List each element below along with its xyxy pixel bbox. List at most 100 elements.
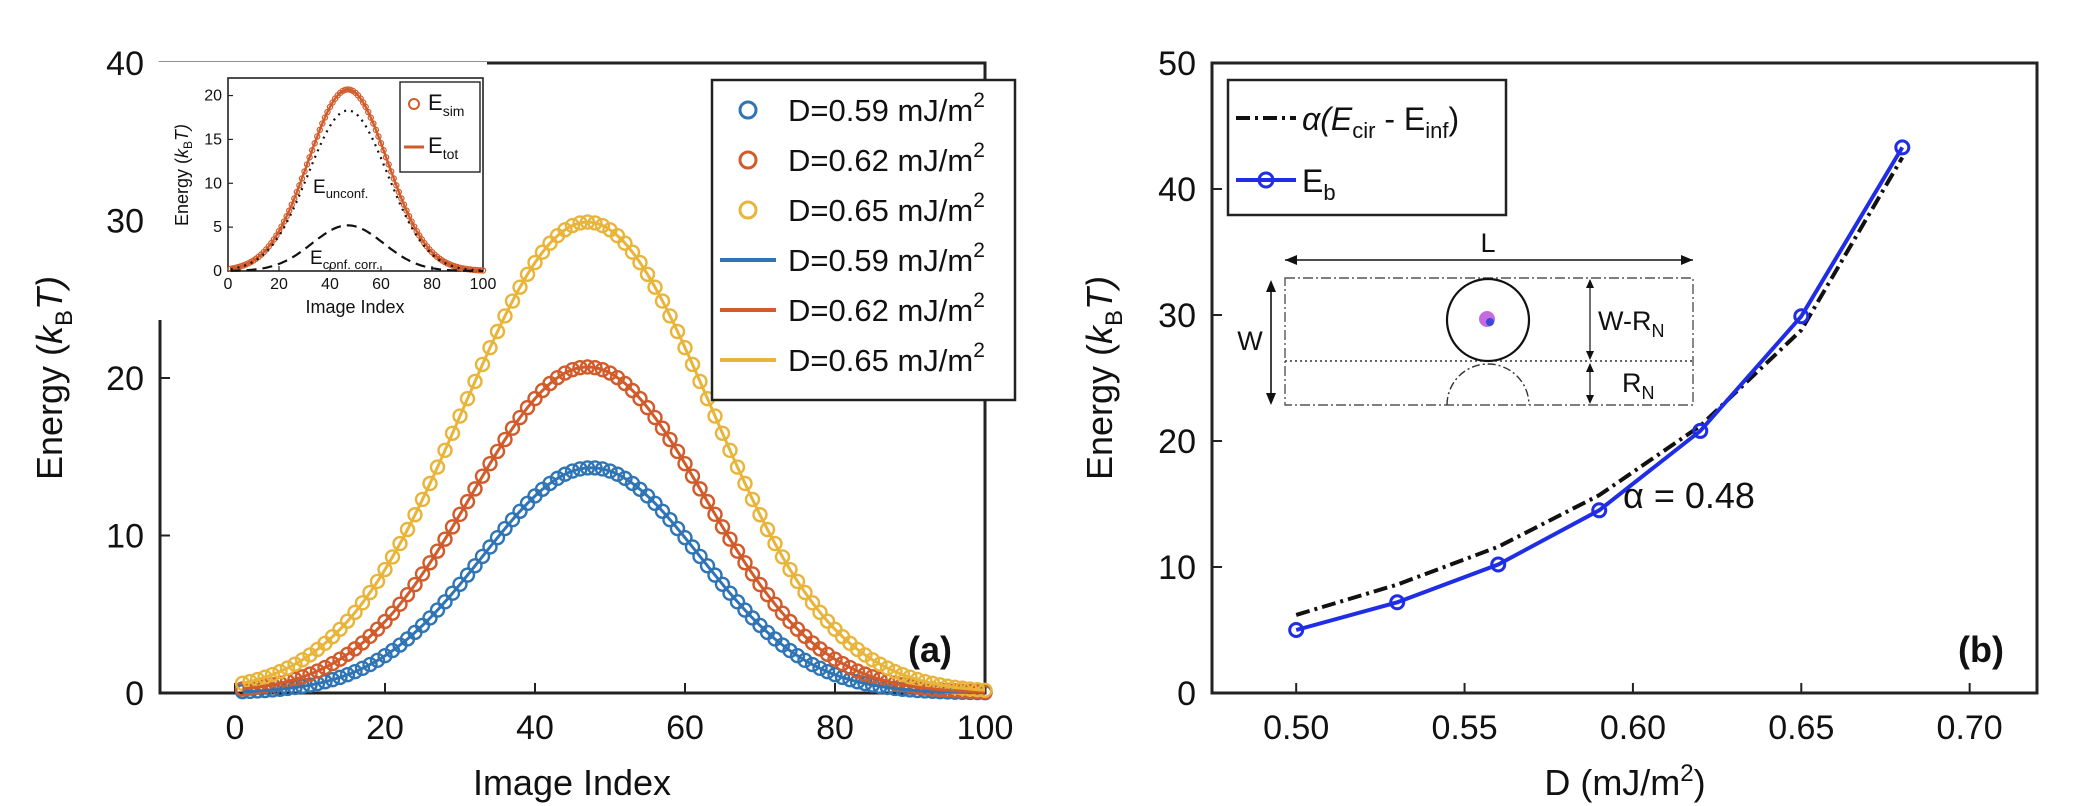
panel-a-legend-items: D=0.59 mJ/m2 D=0.62 mJ/m2 D=0.65 mJ/m2 D=0.…	[720, 89, 985, 378]
inset-ticks: 0 20 40 60 80 100 0 5 10 15 20	[204, 88, 496, 293]
panel-a-point	[377, 613, 393, 630]
diagram-label-L: L	[1480, 228, 1495, 258]
panel-a-point	[707, 567, 723, 583]
panel-a-point	[257, 669, 273, 685]
panel-a-point	[482, 340, 498, 356]
panel-a-point	[347, 664, 363, 680]
inset-series-line	[230, 224, 483, 273]
panel-a-point	[339, 613, 356, 629]
panel-a-point	[804, 595, 821, 611]
panel-a-point	[519, 266, 536, 282]
panel-a-point	[752, 507, 768, 523]
panel-a-point	[722, 585, 738, 601]
panel-a-legend-label: D=0.65 mJ/m2	[788, 339, 985, 378]
panel-a-point	[369, 652, 386, 669]
panel-a-point	[287, 656, 303, 672]
panel-a-legend-marker	[738, 100, 758, 120]
inset-legend: Esim Etot	[399, 81, 481, 173]
panel-a-point	[654, 420, 671, 436]
panel-a-point	[324, 655, 341, 672]
panel-a-point	[504, 512, 521, 528]
inset-xtick-label: 80	[423, 276, 441, 293]
panel-a-legend-label: D=0.59 mJ/m2	[788, 89, 985, 128]
panel-b-legend-marker-eb-circle	[1257, 171, 1275, 189]
panel-a-series-markers	[234, 359, 993, 700]
panel-a-xtick-label: 100	[957, 709, 1014, 747]
panel-a-point	[264, 666, 281, 683]
panel-a-point	[737, 475, 753, 492]
panel-a-ytick-label: 0	[125, 675, 144, 713]
panel-a-point	[759, 586, 776, 603]
panel-a-point	[864, 669, 881, 685]
panel-a-point	[797, 584, 813, 601]
panel-a-point	[767, 596, 783, 612]
panel-a-point	[699, 493, 716, 510]
panel-a-point	[752, 576, 768, 593]
panel-a-point	[474, 468, 491, 484]
panel-b-ticks: 0.50 0.55 0.60 0.65 0.70 0 10 20 30 40 50	[1158, 45, 2003, 747]
panel-b-point	[1389, 594, 1406, 611]
panel-a-xtick-label: 80	[816, 709, 854, 747]
panel-a-point	[594, 217, 611, 234]
panel-a-point	[437, 594, 453, 610]
diagram-rn-arrow-bottom-head	[1586, 395, 1594, 404]
panel-a-point	[654, 293, 671, 309]
panel-a-point	[827, 667, 843, 683]
panel-a-point	[557, 222, 573, 238]
panel-a-point	[804, 656, 821, 673]
panel-a-point	[662, 512, 678, 528]
panel-a-point	[812, 660, 828, 677]
panel-a-point	[594, 361, 611, 378]
panel-a-point	[414, 566, 431, 582]
inset-annotation-conf-corr: Econf. corr.	[310, 248, 380, 272]
panel-a-point	[602, 365, 618, 381]
panel-b-point	[1288, 622, 1305, 638]
panel-a-point	[759, 521, 776, 538]
panel-a-point	[317, 674, 333, 690]
panel-a-point	[459, 391, 476, 407]
panel-a-point	[647, 409, 663, 426]
diagram-skyrmion-center	[1486, 318, 1494, 326]
panel-a-point	[512, 409, 528, 426]
panel-a-point	[834, 655, 851, 672]
panel-a-point	[827, 651, 843, 667]
inset-ytick-label: 10	[204, 175, 222, 192]
panel-a-point	[489, 443, 506, 460]
panel-a-point	[729, 459, 746, 475]
diagram-wrn-arrow-top-head	[1586, 279, 1594, 288]
panel-a-point	[729, 543, 746, 559]
panel-a-point	[782, 561, 798, 578]
panel-a-legend-label: D=0.62 mJ/m2	[788, 289, 985, 328]
panel-a-point	[414, 491, 431, 508]
panel-a-point	[459, 567, 476, 583]
panel-a-xtick-label: 0	[226, 709, 245, 747]
panel-a-point	[722, 531, 738, 547]
panel-a-point	[677, 529, 693, 546]
panel-a-point	[452, 576, 468, 592]
panel-a-point	[632, 254, 648, 271]
inset-ylabel: Energy (kBT)	[172, 124, 195, 226]
diagram-width-arrow-top-head	[1266, 280, 1276, 292]
inset-legend-box	[399, 81, 481, 173]
panel-a-point	[692, 481, 708, 497]
panel-a-point	[714, 576, 731, 592]
panel-a-point	[549, 470, 566, 487]
inset-series-line	[230, 109, 483, 272]
panel-a-point	[444, 585, 461, 601]
inset-xtick-label: 40	[321, 276, 339, 293]
panel-a-point	[459, 493, 476, 510]
panel-a-point	[497, 308, 513, 324]
inset-point	[275, 227, 283, 235]
panel-b-ytick-label: 30	[1158, 297, 1196, 335]
panel-a-point	[317, 659, 333, 676]
panel-a-point	[437, 442, 453, 459]
panel-a-point	[677, 455, 693, 472]
panel-a-point	[842, 659, 858, 676]
panel-a-point	[302, 666, 318, 682]
panel-a-point	[669, 443, 686, 460]
panel-a-point	[354, 660, 371, 677]
diagram-label-W: W	[1237, 326, 1263, 356]
panel-b-point	[1591, 502, 1608, 519]
panel-b-xtick-label: 0.65	[1768, 709, 1834, 747]
